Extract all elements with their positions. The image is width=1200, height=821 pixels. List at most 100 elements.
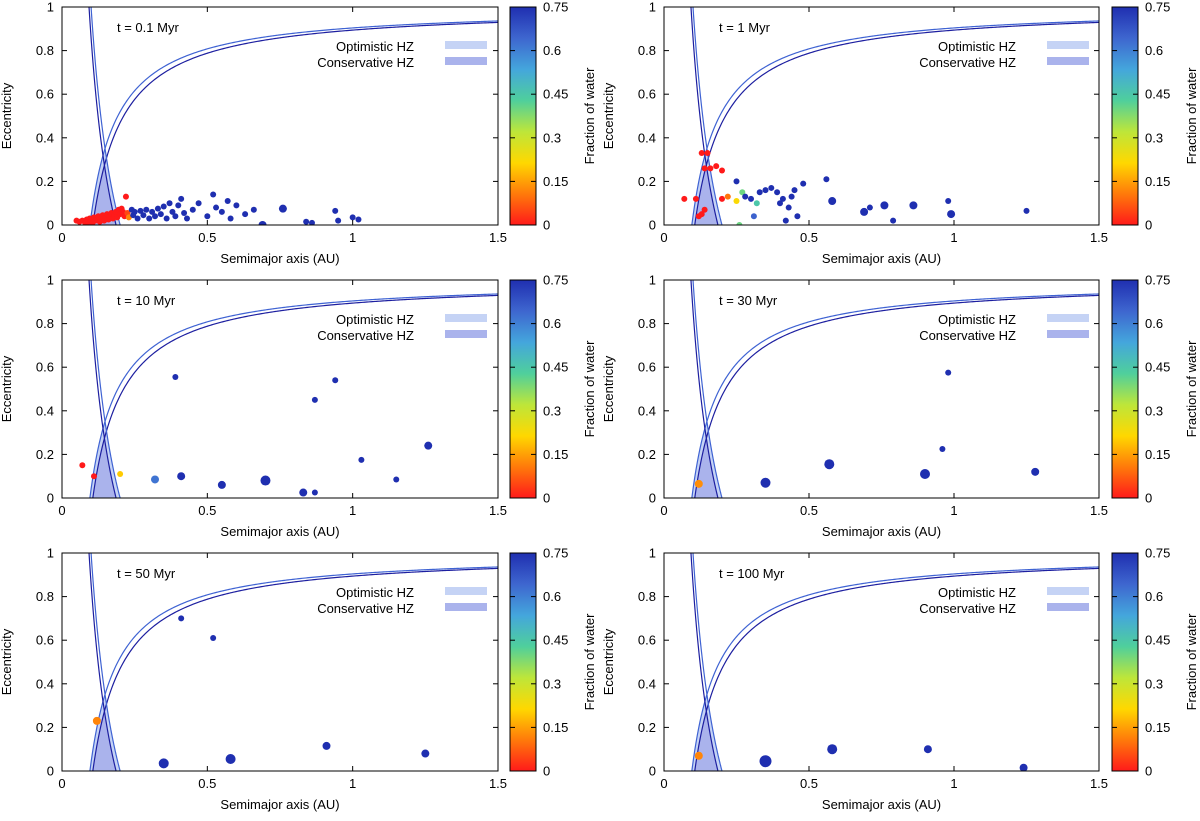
panel-5: 0 0.5 1 1.5 0 0.2 0.4 0.6 0.8 1 Semimajor axis (AU… — [0, 546, 597, 813]
colorbar-tick-label: 0 — [1145, 491, 1152, 506]
plot-frame — [61, 6, 499, 226]
y-tick-label: 0.6 — [638, 360, 656, 375]
colorbar-tick-label: 0.45 — [1145, 87, 1170, 102]
colorbar — [1111, 279, 1139, 499]
planet-point — [880, 201, 889, 210]
panel-1: 0 0.5 1 1.5 0 0.2 0.4 0.6 0.8 1 Semimajor axis (AU… — [0, 0, 597, 266]
colorbar-tick-label: 0.6 — [1145, 316, 1163, 331]
conservative-outer-limit-curve — [690, 280, 719, 498]
x-tick-label: 1.5 — [489, 776, 507, 791]
colorbar-tick-label: 0.75 — [543, 273, 568, 288]
planet-point — [160, 203, 167, 210]
colorbar-tick-label: 0.45 — [543, 87, 568, 102]
planet-point — [719, 195, 725, 202]
planet-point — [736, 222, 743, 225]
x-tick-label: 0 — [58, 776, 65, 791]
planet-point — [739, 189, 746, 196]
conservative-inner-limit-curve — [694, 567, 1099, 771]
planet-point — [866, 204, 873, 211]
x-tick-label: 0 — [660, 776, 667, 791]
planet-point — [750, 213, 757, 220]
planet-point — [707, 165, 714, 172]
planet-point — [909, 201, 918, 210]
planet-point — [322, 741, 331, 750]
panel-3: 0 0.5 1 1.5 0 0.2 0.4 0.6 0.8 1 Semimajor axis (AU… — [0, 273, 597, 540]
time-annotation: t = 10 Myr — [117, 293, 176, 308]
planet-point — [358, 456, 365, 463]
legend-label-optimistic: Optimistic HZ — [336, 39, 414, 54]
colorbar-tick-label: 0.45 — [1145, 360, 1170, 375]
conservative-inner-limit-curve — [92, 567, 498, 771]
x-tick-label: 0.5 — [800, 230, 818, 245]
planet-point — [945, 198, 952, 205]
planet-point — [152, 213, 159, 220]
legend-swatch-conservative — [445, 330, 487, 338]
planet-point — [158, 758, 169, 769]
y-tick-label: 0.4 — [36, 403, 54, 418]
planet-point — [157, 211, 164, 218]
planet-point — [719, 167, 725, 174]
legend-label-conservative: Conservative HZ — [317, 601, 414, 616]
y-tick-label: 0.6 — [36, 87, 54, 102]
planet-point — [177, 472, 186, 481]
planet-point — [189, 206, 196, 213]
plot-frame — [61, 552, 499, 772]
conservative-outer-limit-curve — [88, 280, 117, 498]
colorbar-tick-label: 0 — [543, 764, 550, 779]
planet-point — [1019, 763, 1028, 771]
legend-swatch-optimistic — [1047, 41, 1089, 49]
colorbar — [1111, 6, 1139, 226]
colorbar-tick-label: 0.75 — [543, 0, 568, 15]
planet-point — [704, 150, 711, 157]
planet-point — [824, 459, 835, 470]
plot-area — [681, 7, 1099, 225]
planet-point — [698, 150, 705, 157]
legend-swatch-optimistic — [445, 41, 487, 49]
colorbar-tick-label: 0.6 — [1145, 43, 1163, 58]
y-axis-label: Eccentricity — [0, 82, 14, 149]
planet-point — [260, 475, 271, 486]
optimistic-outer-limit-curve — [692, 553, 723, 771]
x-tick-label: 1.5 — [1090, 230, 1108, 245]
planet-point — [698, 211, 705, 218]
optimistic-outer-limit-curve — [90, 280, 121, 498]
y-tick-label: 0.8 — [638, 43, 656, 58]
x-axis-label: Semimajor axis (AU) — [220, 797, 339, 812]
planet-point — [701, 206, 708, 213]
legend-swatch-optimistic — [445, 587, 487, 595]
y-tick-label: 0.8 — [36, 316, 54, 331]
legend-swatch-optimistic — [445, 314, 487, 322]
time-annotation: t = 0.1 Myr — [117, 20, 179, 35]
y-tick-label: 0.4 — [638, 676, 656, 691]
x-tick-label: 1 — [349, 230, 356, 245]
planet-point — [791, 187, 798, 194]
planet-point — [181, 210, 188, 217]
x-tick-label: 0 — [660, 503, 667, 518]
x-tick-label: 0.5 — [198, 776, 216, 791]
planet-point — [134, 215, 141, 222]
planet-point — [733, 178, 740, 185]
planet-point — [137, 207, 144, 214]
planet-point — [760, 477, 771, 488]
planet-point — [779, 195, 786, 202]
planet-point — [393, 476, 400, 483]
planet-point — [117, 471, 124, 478]
planet-point — [210, 191, 217, 198]
x-tick-label: 0.5 — [198, 503, 216, 518]
colorbar-tick-label: 0 — [1145, 764, 1152, 779]
optimistic-inner-limit-curve — [89, 566, 498, 771]
x-tick-label: 0.5 — [800, 776, 818, 791]
plot-frame — [663, 6, 1100, 226]
colorbar-tick-label: 0.6 — [543, 589, 561, 604]
planet-point — [154, 205, 161, 212]
colorbar-tick-label: 0.3 — [1145, 130, 1163, 145]
planet-point — [149, 208, 156, 215]
y-tick-label: 1 — [649, 273, 656, 288]
colorbar-tick-label: 0.15 — [543, 447, 568, 462]
planet-point — [939, 445, 946, 452]
planet-point — [332, 207, 339, 214]
colorbar-tick-label: 0.45 — [543, 633, 568, 648]
planet-point — [945, 369, 952, 376]
y-tick-label: 1 — [47, 0, 54, 15]
y-tick-label: 0.8 — [638, 589, 656, 604]
